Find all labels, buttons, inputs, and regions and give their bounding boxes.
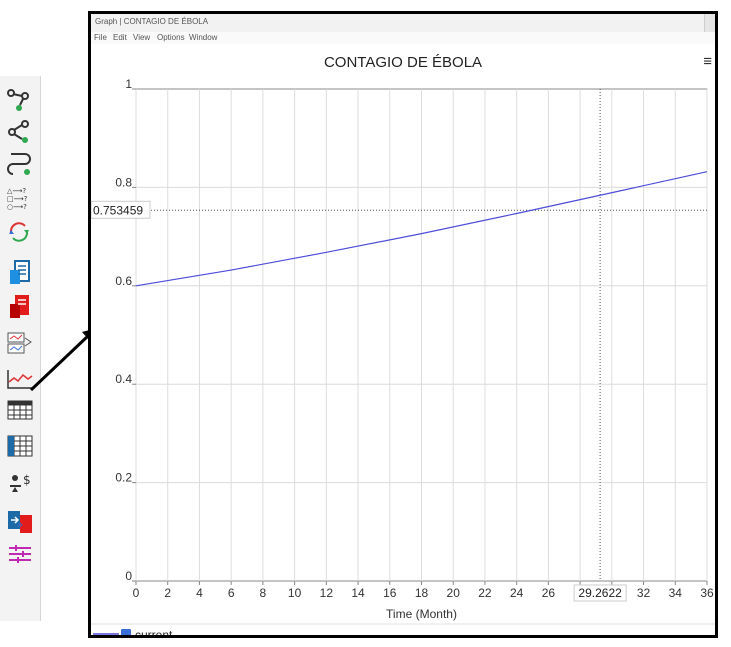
x-tick-label: 2	[164, 586, 171, 600]
svg-text:□⟶?: □⟶?	[7, 195, 28, 203]
table-time-icon[interactable]	[4, 432, 36, 460]
svg-text:$: $	[23, 473, 31, 487]
x-tick-label: 22	[478, 586, 492, 600]
x-tick-label: 14	[351, 586, 365, 600]
tool-palette: △⟶? □⟶? ○⟶? $	[0, 76, 41, 621]
x-tick-label: 16	[383, 586, 397, 600]
document-icon[interactable]	[4, 258, 36, 286]
x-tick-label: 0	[133, 586, 140, 600]
window-titlebar: Graph | CONTAGIO DE ÉBOLA	[91, 14, 715, 32]
more-tools-button[interactable]: »	[16, 518, 24, 531]
x-axis-label: Time (Month)	[386, 607, 457, 621]
menu-view[interactable]: View	[133, 33, 151, 42]
x-tick-label: 32	[637, 586, 651, 600]
x-tick-label: 8	[260, 586, 267, 600]
causal-link-icon[interactable]	[4, 86, 36, 114]
x-tick-label: 36	[700, 586, 714, 600]
svg-text:△⟶?: △⟶?	[7, 187, 26, 195]
table-icon[interactable]	[4, 396, 36, 424]
compare-icon[interactable]	[4, 328, 36, 356]
x-tick-label: 34	[669, 586, 683, 600]
cursor-y-box	[91, 200, 151, 219]
loop-icon[interactable]	[4, 148, 36, 176]
cursor-y-readout: 0.753459	[93, 203, 143, 217]
swap-icon[interactable]	[4, 506, 36, 534]
menu-options[interactable]: Options	[157, 33, 185, 42]
graph-window: Graph | CONTAGIO DE ÉBOLA File Edit View…	[88, 11, 718, 638]
x-tick-label: 4	[196, 586, 203, 600]
x-tick-label: 20	[447, 586, 461, 600]
menu-bar: File Edit View Options Window	[91, 32, 715, 44]
cursor-x-readout: 29.2622	[578, 586, 622, 600]
options-icon[interactable]	[4, 540, 36, 568]
y-tick-label: 1	[125, 77, 132, 91]
x-tick-label: 6	[228, 586, 235, 600]
feedback-icon[interactable]	[4, 118, 36, 146]
menu-file[interactable]: File	[94, 33, 107, 42]
y-tick-label: 0.8	[115, 175, 132, 189]
y-tick-label: 0.6	[115, 274, 132, 288]
x-tick-label: 24	[510, 586, 524, 600]
runs-compare-icon[interactable]: $	[4, 468, 36, 496]
menu-edit[interactable]: Edit	[113, 33, 127, 42]
x-tick-label: 18	[415, 586, 429, 600]
legend-checkbox	[121, 629, 131, 635]
cycle-icon[interactable]	[4, 218, 36, 246]
x-tick-label: 12	[320, 586, 334, 600]
y-tick-label: 0	[125, 569, 132, 583]
red-document-icon[interactable]	[4, 292, 36, 320]
chart-title: CONTAGIO DE ÉBOLA	[323, 54, 483, 71]
window-title: Graph | CONTAGIO DE ÉBOLA	[95, 17, 209, 26]
titlebar-scrollbar[interactable]	[704, 14, 715, 32]
graph-icon[interactable]	[4, 364, 36, 392]
y-tick-label: 0.4	[115, 372, 132, 386]
chart-canvas[interactable]: 024681012141618202224262832343600.20.40.…	[91, 14, 715, 635]
x-tick-label: 10	[288, 586, 302, 600]
menu-icon[interactable]: ≡	[703, 53, 712, 70]
y-tick-label: 0.2	[115, 471, 132, 485]
uses-tree-icon[interactable]: △⟶? □⟶? ○⟶?	[4, 184, 36, 212]
legend-label: current	[135, 628, 173, 635]
menu-window[interactable]: Window	[189, 33, 218, 42]
cursor-x-box	[573, 584, 627, 602]
svg-text:○⟶?: ○⟶?	[7, 203, 27, 211]
x-tick-label: 26	[542, 586, 556, 600]
